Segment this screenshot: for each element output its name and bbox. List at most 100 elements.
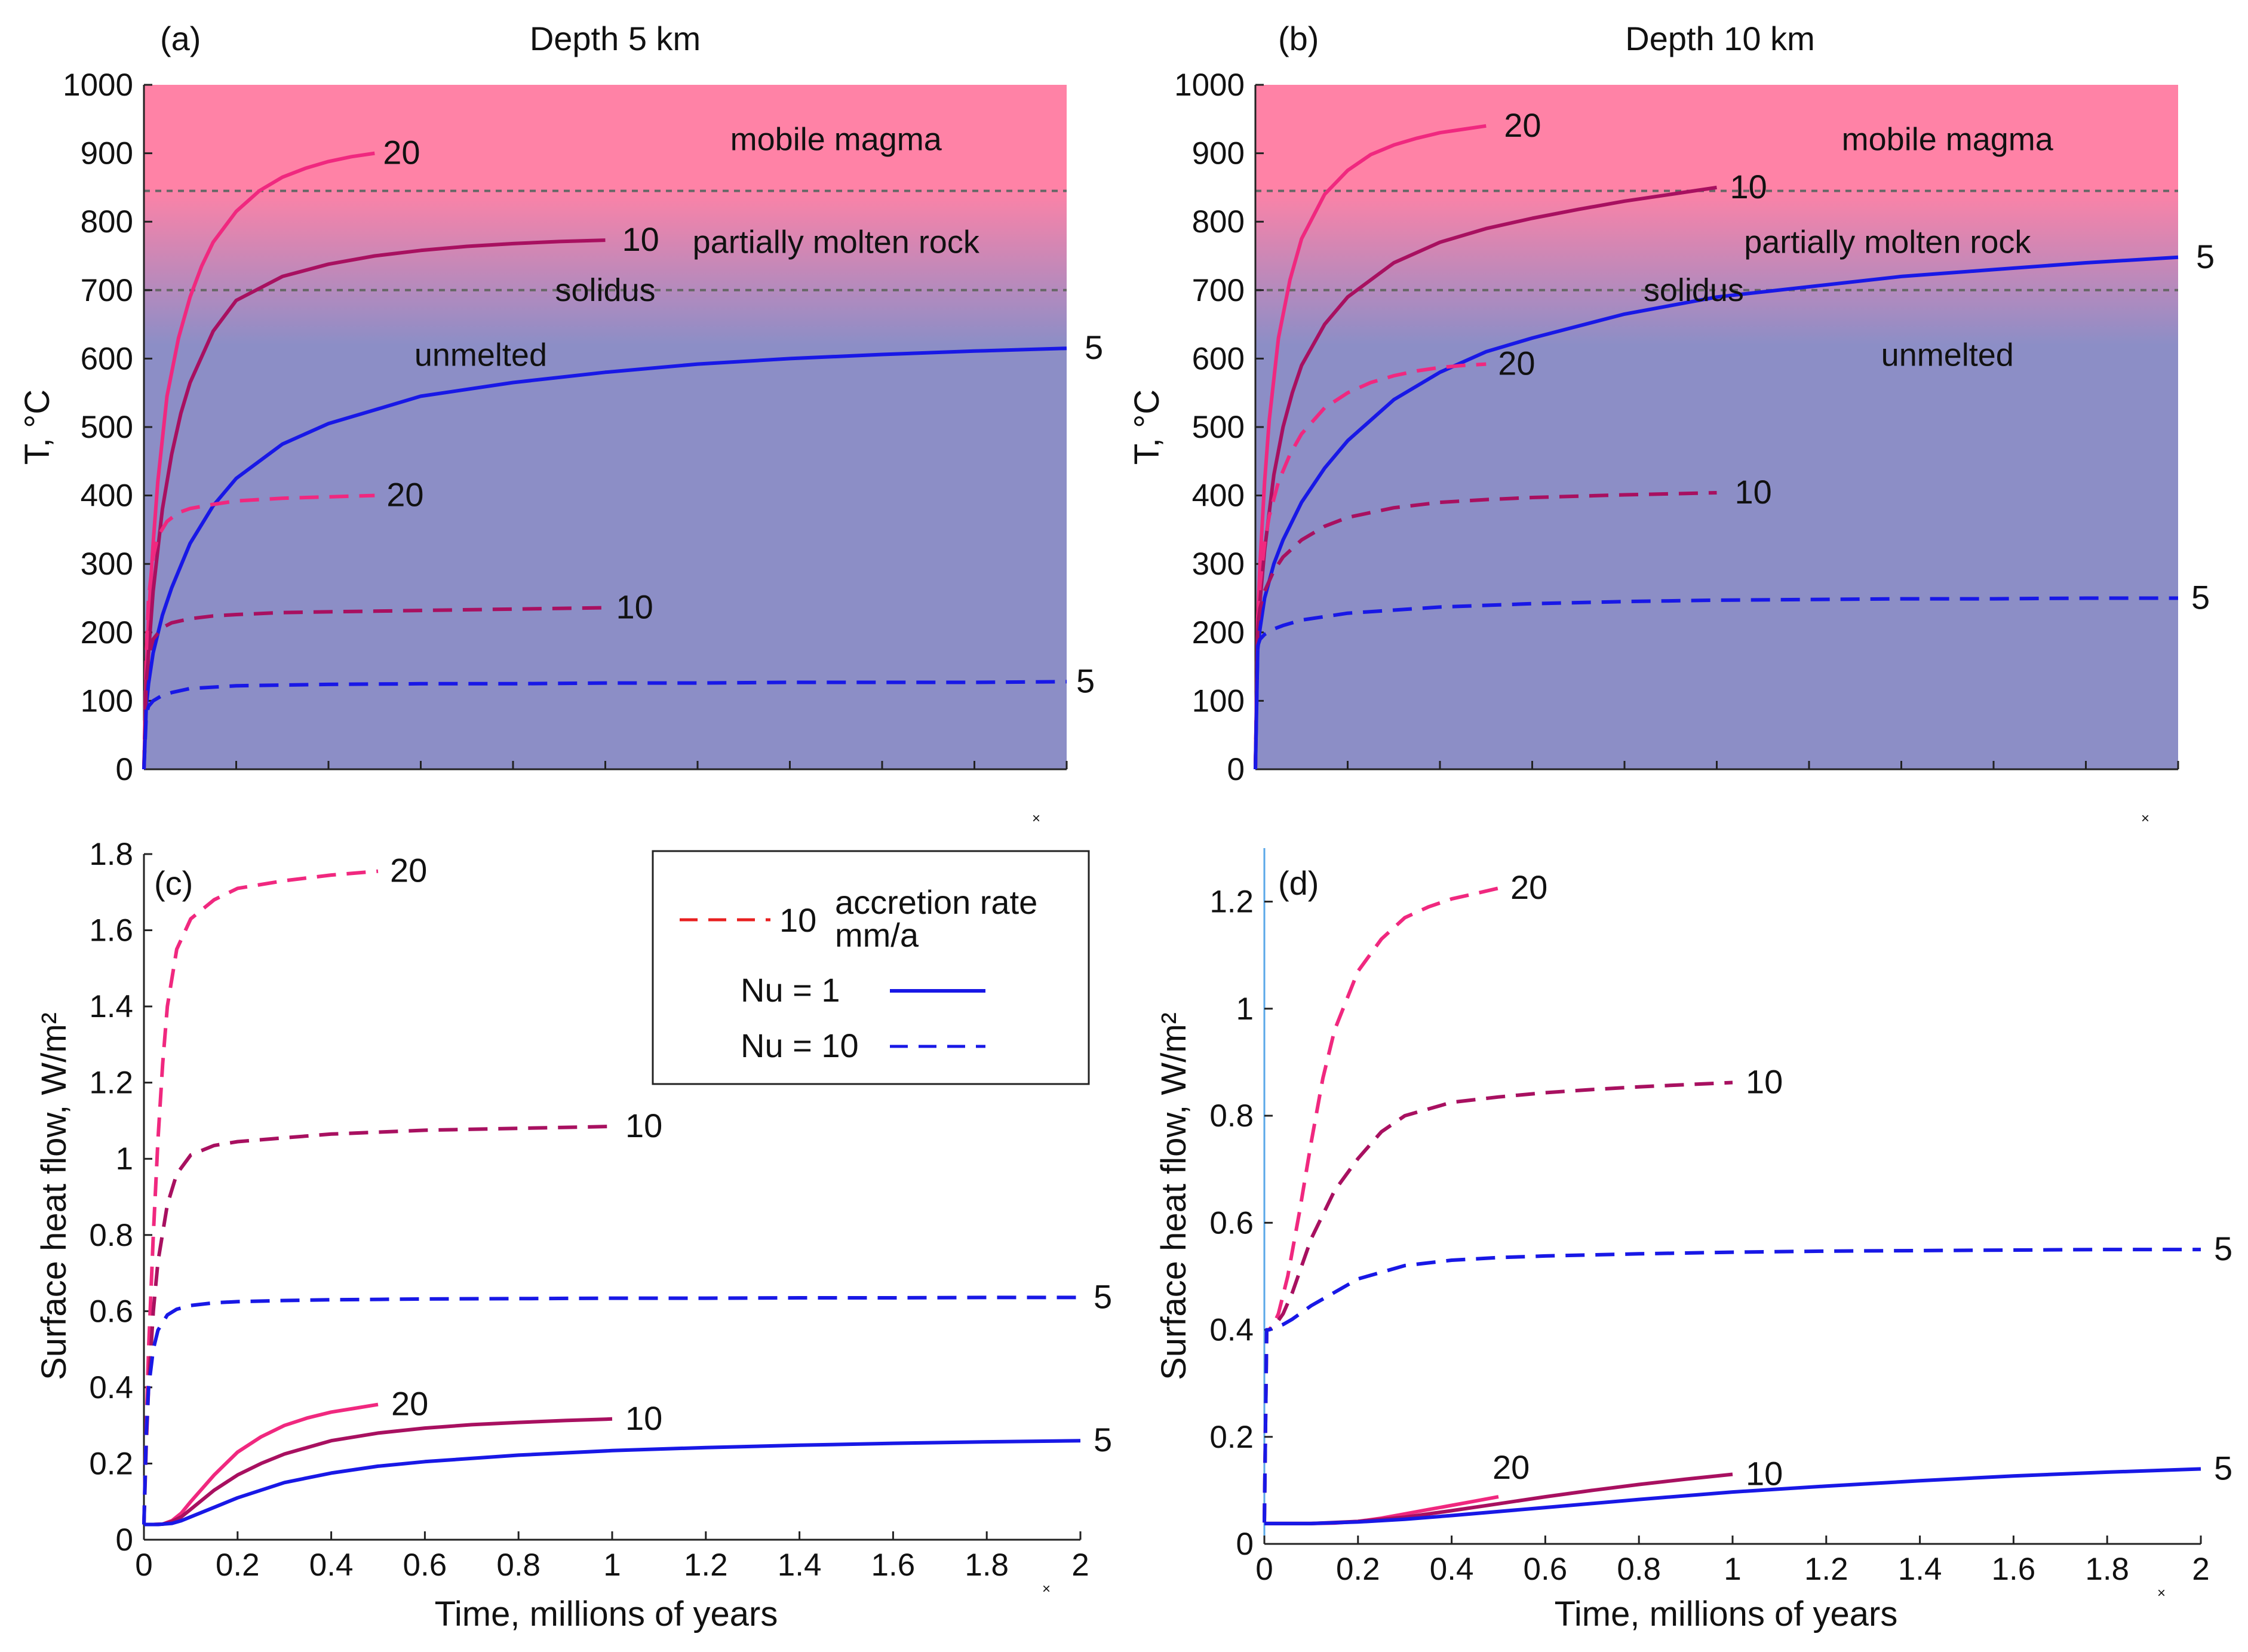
curve-label: 5 bbox=[2214, 1230, 2232, 1267]
y-tick-label: 1 bbox=[1236, 991, 1254, 1027]
curve-label: 20 bbox=[390, 852, 427, 889]
curve-label: 20 bbox=[1510, 868, 1547, 906]
axes: 0 0.2 0.4 0.6 0.8 1 1.2 1.4 1.6 1.8 0 0.2 0.4 0.6 0.8 1… bbox=[89, 837, 1089, 1583]
data-series bbox=[142, 869, 1081, 1527]
x-tick-label: 0.6 bbox=[1524, 1552, 1568, 1587]
curve-labels: 20 10 5 20 10 5 bbox=[383, 134, 1103, 700]
series-line-5-dashed bbox=[1254, 596, 2178, 770]
y-tick-label: 0.8 bbox=[89, 1218, 133, 1253]
x-tick-label: 1.2 bbox=[684, 1547, 728, 1583]
x-tick-label: 0.2 bbox=[1336, 1552, 1380, 1587]
series-line-10-dashed bbox=[142, 1125, 613, 1525]
y-tick-label: 600 bbox=[81, 341, 133, 376]
panel-letter: (b) bbox=[1278, 20, 1319, 57]
y-tick-label: 1000 bbox=[63, 67, 133, 103]
y-tick-label: 600 bbox=[1192, 341, 1245, 376]
plot-area bbox=[1264, 848, 2201, 1544]
curve-labels: 20 10 5 20 10 5 bbox=[1492, 868, 2232, 1492]
panel-c-heat-flow-5km: 0 0.2 0.4 0.6 0.8 1 1.2 1.4 1.6 1.8 0 0.2 0.4 0.6 0.8 1… bbox=[35, 837, 1112, 1633]
curve-label: 20 bbox=[1504, 106, 1541, 144]
y-tick-label: 1000 bbox=[1174, 67, 1245, 103]
x-tick-label: 0 bbox=[1255, 1552, 1273, 1587]
axes: 0 100 200 300 400 500 600 700 800 900 1000 bbox=[1174, 67, 2179, 787]
x-tick-label: 0.8 bbox=[496, 1547, 540, 1583]
series-line-5-solid bbox=[1264, 1467, 2201, 1525]
series-line-20-dashed bbox=[142, 493, 375, 770]
region-background bbox=[144, 85, 1067, 769]
data-series bbox=[142, 151, 1067, 770]
region-label-unmelted: unmelted bbox=[414, 337, 547, 373]
x-tick-label: 0.4 bbox=[1430, 1552, 1474, 1587]
series-line-5-dashed bbox=[142, 1295, 1080, 1525]
y-tick-label: 1 bbox=[116, 1141, 133, 1177]
curve-label: 10 bbox=[625, 1399, 662, 1437]
legend-nu10-text: Nu = 10 bbox=[741, 1027, 859, 1064]
panel-title: Depth 5 km bbox=[530, 20, 701, 57]
x-tick-label: 0.2 bbox=[216, 1547, 260, 1583]
y-tick-label: 300 bbox=[1192, 546, 1245, 582]
curve-label: 5 bbox=[2191, 579, 2210, 616]
series-line-20-solid bbox=[1254, 124, 1487, 770]
x-tick-label: 1.8 bbox=[2085, 1552, 2129, 1587]
x-tick-label: 0.4 bbox=[309, 1547, 354, 1583]
curve-label: 20 bbox=[391, 1385, 428, 1423]
region-background bbox=[1255, 85, 2178, 769]
x-tick-label: 0.8 bbox=[1617, 1552, 1661, 1587]
data-series bbox=[1254, 124, 2179, 770]
y-tick-label: 200 bbox=[81, 615, 133, 650]
axes: 0 0.2 0.4 0.6 0.8 1 1.2 0 0.2 0.4 0.6 0.8 1 1.2 1.4 1.6… bbox=[1209, 885, 2209, 1587]
series-line-10-dashed bbox=[1263, 1080, 1733, 1523]
region-label-partially-molten: partially molten rock bbox=[1744, 225, 2031, 260]
curve-label: 5 bbox=[1076, 662, 1095, 699]
y-tick-label: 1.8 bbox=[89, 837, 133, 872]
curve-label: 10 bbox=[625, 1107, 662, 1144]
curve-label: 5 bbox=[1094, 1278, 1112, 1315]
x-tick-label: 0 bbox=[135, 1547, 152, 1583]
stray-mark: × bbox=[1042, 1581, 1051, 1597]
y-tick-label: 0 bbox=[1227, 752, 1245, 787]
series-line-5-solid bbox=[142, 346, 1067, 770]
curve-label: 5 bbox=[1094, 1421, 1112, 1458]
legend-rate-sample: 10 bbox=[779, 901, 816, 939]
curve-label: 20 bbox=[1492, 1448, 1530, 1486]
x-tick-label: 2 bbox=[1071, 1547, 1089, 1583]
x-axis-title: Time, millions of years bbox=[1555, 1595, 1898, 1633]
y-axis-title: T, °C bbox=[18, 389, 57, 465]
y-tick-label: 0.6 bbox=[1209, 1205, 1254, 1240]
curve-label: 20 bbox=[1498, 345, 1535, 382]
axes: 0 100 200 300 400 500 600 700 800 900 1000 bbox=[63, 67, 1068, 787]
y-tick-label: 0 bbox=[1236, 1527, 1254, 1562]
y-tick-label: 0.2 bbox=[1209, 1420, 1254, 1455]
y-tick-label: 300 bbox=[81, 546, 133, 582]
y-tick-label: 1.6 bbox=[89, 913, 133, 948]
x-tick-label: 1.6 bbox=[871, 1547, 916, 1583]
series-line-20-dashed bbox=[1263, 886, 1499, 1523]
series-line-5-dashed bbox=[1263, 1248, 2201, 1523]
curve-label: 10 bbox=[1746, 1063, 1783, 1101]
curve-label: 20 bbox=[386, 476, 423, 514]
y-tick-label: 100 bbox=[81, 683, 133, 718]
x-tick-label: 1 bbox=[603, 1547, 621, 1583]
curve-label: 10 bbox=[622, 220, 659, 258]
curve-label: 5 bbox=[2214, 1450, 2232, 1487]
y-tick-label: 200 bbox=[1192, 615, 1245, 650]
series-line-10-dashed bbox=[1254, 491, 1717, 770]
curve-label: 5 bbox=[2196, 238, 2215, 275]
panel-letter: (a) bbox=[160, 20, 201, 57]
y-tick-label: 0.2 bbox=[89, 1446, 133, 1481]
panel-letter: (c) bbox=[154, 864, 193, 902]
x-axis-title: Time, millions of years bbox=[435, 1595, 778, 1633]
curve-label: 20 bbox=[383, 134, 420, 171]
curve-label: 10 bbox=[1730, 168, 1767, 205]
y-tick-label: 900 bbox=[81, 136, 133, 171]
region-label-solidus: solidus bbox=[555, 272, 655, 308]
x-tick-label: 1.2 bbox=[1804, 1552, 1848, 1587]
stray-mark: × bbox=[1032, 810, 1040, 827]
x-tick-label: 1.8 bbox=[965, 1547, 1009, 1583]
series-line-20-solid bbox=[142, 151, 375, 770]
y-tick-label: 700 bbox=[1192, 273, 1245, 308]
x-tick-label: 1.4 bbox=[778, 1547, 822, 1583]
x-tick-label: 1 bbox=[1724, 1552, 1741, 1587]
